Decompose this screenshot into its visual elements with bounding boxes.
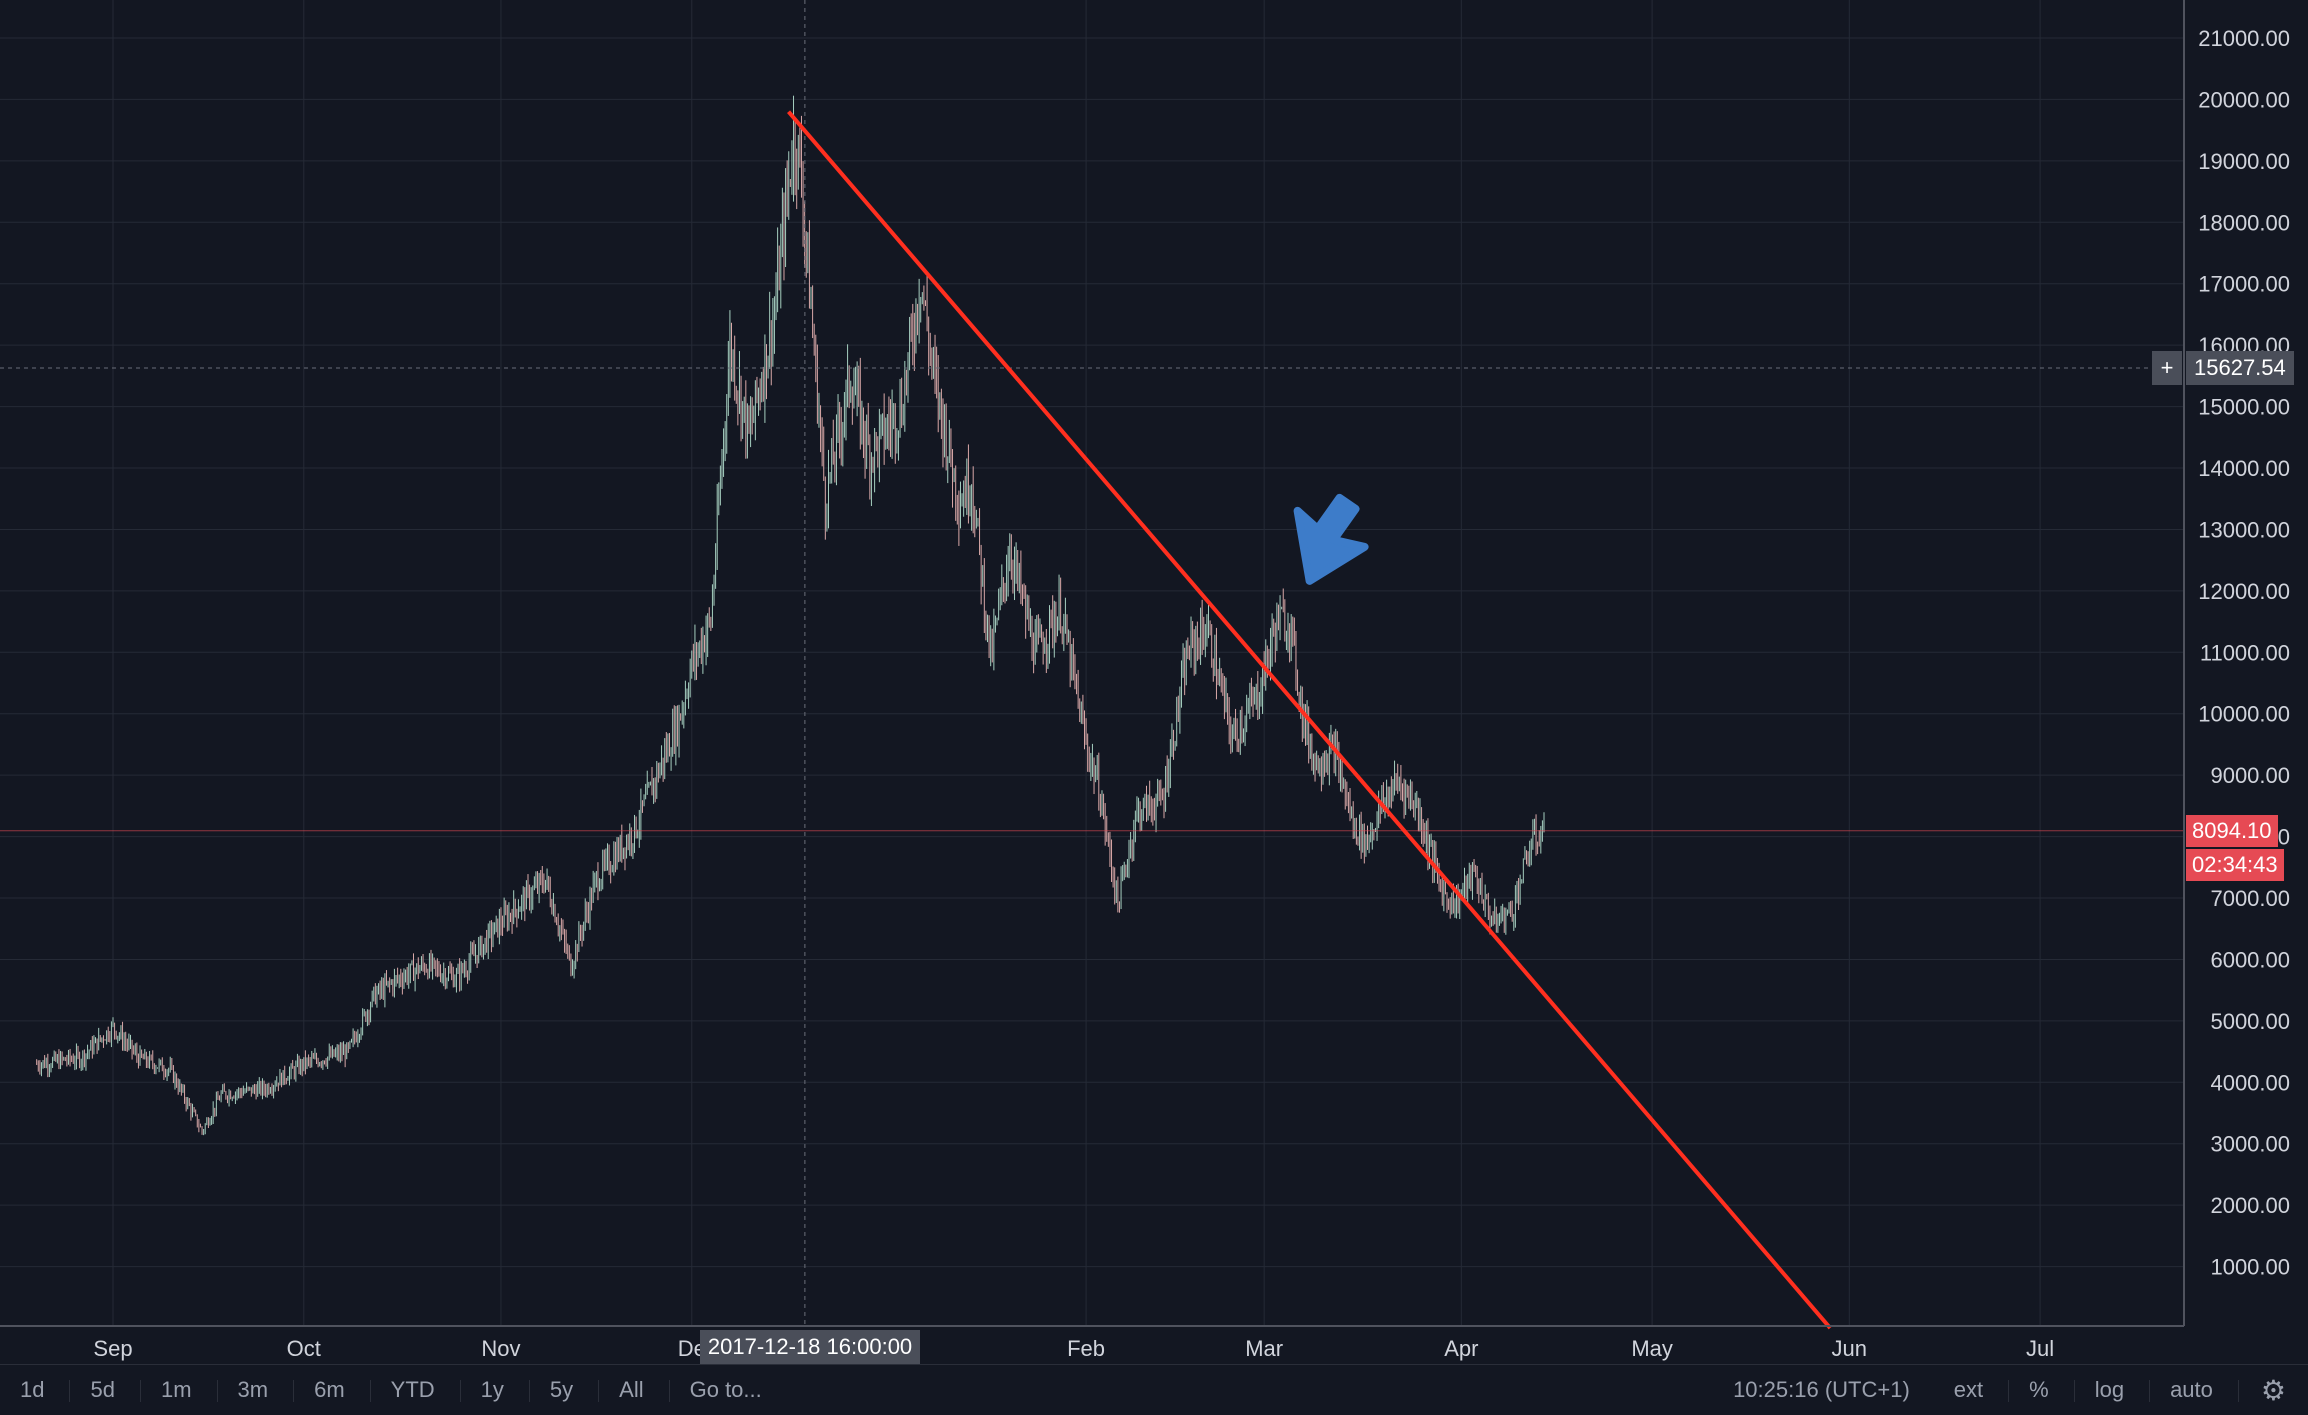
bottom-toolbar: 1d 5d 1m 3m 6m YTD 1y 5y All Go to... 10… — [0, 1364, 2308, 1415]
price-tick-label: 10000.00 — [2198, 702, 2290, 727]
range-5y-button[interactable]: 5y — [530, 1377, 600, 1403]
last-price-tag: 8094.10 — [2186, 814, 2278, 847]
log-scale-toggle[interactable]: log — [2075, 1377, 2151, 1403]
price-axis-ticks: 21000.00 20000.00 19000.00 18000.00 17000.00… — [2198, 26, 2290, 1280]
price-tick-label: 2000.00 — [2210, 1193, 2290, 1218]
price-tick-label: 3000.00 — [2210, 1132, 2290, 1157]
range-6m-button[interactable]: 6m — [294, 1377, 371, 1403]
arrow-icon — [1293, 493, 1369, 585]
price-tick-label: 9000.00 — [2210, 763, 2290, 788]
time-tick-label: Feb — [1067, 1336, 1105, 1361]
go-to-date-button[interactable]: Go to... — [689, 1377, 762, 1402]
time-tick-label: Apr — [1444, 1336, 1478, 1361]
range-1d-button[interactable]: 1d — [0, 1377, 71, 1403]
candles — [36, 95, 1545, 1136]
price-tick-label: 7000.00 — [2210, 886, 2290, 911]
time-tick-label: Nov — [481, 1336, 520, 1361]
price-tick-label: 13000.00 — [2198, 517, 2290, 542]
bar-countdown-tag: 02:34:43 — [2186, 848, 2284, 881]
chart-grid — [0, 0, 2184, 1326]
price-tick-label: 20000.00 — [2198, 87, 2290, 112]
price-tick-label: 19000.00 — [2198, 149, 2290, 174]
price-tick-label: 14000.00 — [2198, 456, 2290, 481]
crosshair-price-label: 15627.54 — [2186, 351, 2294, 386]
range-1m-button[interactable]: 1m — [141, 1377, 218, 1403]
time-tick-label: Jun — [1832, 1336, 1867, 1361]
time-tick-label: Mar — [1245, 1336, 1283, 1361]
gear-icon[interactable]: ⚙ — [2260, 1374, 2286, 1406]
percent-scale-toggle[interactable]: % — [2009, 1377, 2075, 1403]
clock-timezone: (UTC+1) — [1824, 1377, 1910, 1402]
price-tick-label: 12000.00 — [2198, 579, 2290, 604]
downtrend-line[interactable] — [787, 110, 1832, 1330]
price-tick-label: 21000.00 — [2198, 26, 2290, 51]
price-chart[interactable]: 21000.00 20000.00 19000.00 18000.00 17000.00… — [0, 0, 2308, 1364]
ext-toggle[interactable]: ext — [1934, 1377, 2010, 1403]
price-tick-label: 17000.00 — [2198, 272, 2290, 297]
time-tick-label: May — [1631, 1336, 1673, 1361]
price-tick-label: 11000.00 — [2200, 640, 2290, 665]
blue-arrow-annotation[interactable] — [1293, 493, 1369, 585]
price-tick-label: 4000.00 — [2210, 1070, 2290, 1095]
price-tick-label: 18000.00 — [2198, 210, 2290, 235]
auto-scale-toggle[interactable]: auto — [2150, 1377, 2239, 1403]
price-tick-label: 1000.00 — [2210, 1255, 2290, 1280]
time-axis-ticks: Sep Oct Nov De Feb Mar Apr May Jun Jul — [93, 1336, 2054, 1361]
clock[interactable]: 10:25:16 (UTC+1) — [1709, 1377, 1934, 1403]
add-price-plus-icon[interactable]: + — [2152, 351, 2182, 386]
time-tick-label: Oct — [287, 1336, 321, 1361]
range-1y-button[interactable]: 1y — [461, 1377, 531, 1403]
price-tick-label: 15000.00 — [2198, 395, 2290, 420]
range-5d-button[interactable]: 5d — [70, 1377, 142, 1403]
range-ytd-button[interactable]: YTD — [371, 1377, 461, 1403]
price-tick-label: 5000.00 — [2210, 1009, 2290, 1034]
range-3m-button[interactable]: 3m — [218, 1377, 295, 1403]
time-tick-label: Sep — [93, 1336, 132, 1361]
price-tick-label: 6000.00 — [2210, 947, 2290, 972]
crosshair-date-label: 2017-12-18 16:00:00 — [699, 1330, 921, 1364]
price-axis[interactable] — [2184, 0, 2308, 1326]
toolbar-right-group: 10:25:16 (UTC+1) ext % log auto ⚙ — [1709, 1374, 2308, 1407]
clock-time: 10:25:16 — [1733, 1377, 1819, 1402]
range-all-button[interactable]: All — [599, 1377, 671, 1403]
time-tick-label: Jul — [2026, 1336, 2054, 1361]
